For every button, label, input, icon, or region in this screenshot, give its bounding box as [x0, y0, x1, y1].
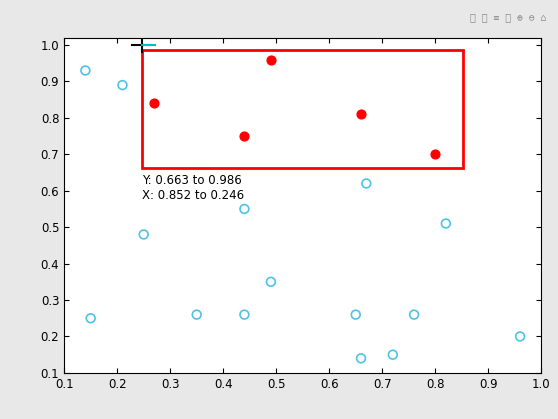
Point: [240, 311, 249, 318]
Text: Y: 0.663 to 0.986
X: 0.852 to 0.246: Y: 0.663 to 0.986 X: 0.852 to 0.246: [142, 174, 244, 202]
Point: [357, 111, 365, 118]
Point: [388, 352, 397, 358]
Point: [150, 100, 159, 107]
Point: [516, 333, 525, 340]
Point: [240, 133, 249, 140]
Point: [362, 180, 371, 187]
Point: [357, 355, 365, 362]
Point: [267, 279, 276, 285]
Point: [240, 206, 249, 212]
Text: ⛏ 🧹 ≡ ✋ ⊕ ⊖ ⌂: ⛏ 🧹 ≡ ✋ ⊕ ⊖ ⌂: [470, 13, 547, 23]
Point: [441, 220, 450, 227]
Point: [118, 82, 127, 88]
Point: [431, 151, 440, 158]
Bar: [142, 50, 463, 168]
Point: [267, 56, 276, 63]
Point: [192, 311, 201, 318]
Point: [410, 311, 418, 318]
Point: [86, 315, 95, 322]
Point: [140, 231, 148, 238]
Point: [352, 311, 360, 318]
Point: [81, 67, 90, 74]
